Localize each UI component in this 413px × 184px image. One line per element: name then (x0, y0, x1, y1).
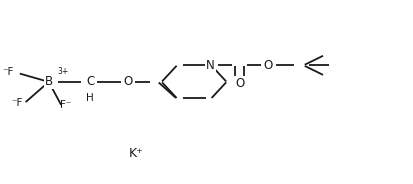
Text: O: O (264, 59, 273, 72)
Text: ⁻F: ⁻F (11, 98, 22, 108)
Text: C: C (86, 75, 94, 88)
Text: B: B (45, 75, 53, 88)
Text: O: O (123, 75, 133, 88)
Text: ⁻F: ⁻F (2, 67, 14, 77)
Text: H: H (86, 93, 94, 103)
Text: O: O (235, 77, 244, 90)
Text: 3+: 3+ (58, 67, 69, 76)
Text: N: N (206, 59, 215, 72)
Text: F⁻: F⁻ (59, 100, 71, 110)
Text: K⁺: K⁺ (129, 147, 144, 160)
